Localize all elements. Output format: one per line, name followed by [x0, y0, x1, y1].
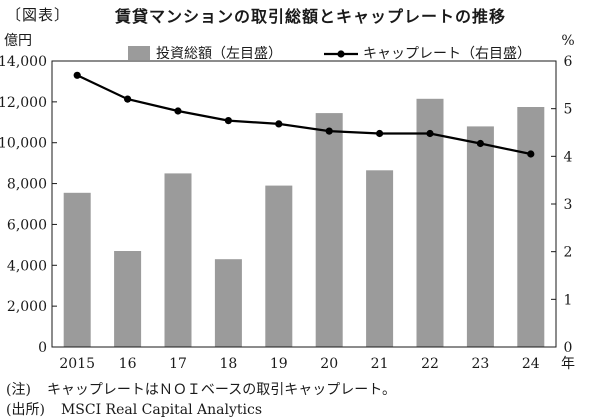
x-tick-label: 17 — [169, 356, 187, 372]
left-tick-label: 4,000 — [7, 258, 47, 274]
x-tick-label: 20 — [320, 356, 338, 372]
bar-23 — [466, 126, 494, 348]
cap-rate-point-21 — [376, 129, 384, 138]
right-tick-label: 3 — [564, 197, 573, 213]
cap-rate-point-18 — [224, 117, 232, 125]
right-tick-label: 2 — [564, 245, 573, 261]
cap-rate-point-23 — [476, 139, 484, 148]
chart-title: 賃貸マンションの取引総額とキャップレートの推移 — [115, 7, 507, 26]
cap-rate-point-24 — [527, 150, 535, 158]
source-label: (出所) — [6, 402, 45, 418]
right-tick-label: 4 — [564, 149, 573, 165]
bar-20 — [315, 113, 343, 347]
note-text: キャップレートはＮＯＩベースの取引キャップレート。 — [46, 382, 396, 398]
right-tick-label: 1 — [564, 292, 573, 308]
cap-rate-line — [76, 74, 532, 156]
legend: 投資総額（左目盛） キャップレート（右目盛） — [128, 46, 531, 62]
cap-rate-point-22 — [426, 129, 434, 138]
cap-rate-point-2015 — [73, 71, 81, 79]
bar-2015 — [63, 192, 91, 347]
x-tick-label: 22 — [421, 356, 439, 372]
bar-19 — [265, 185, 293, 347]
left-tick-label: 14,000 — [0, 54, 47, 70]
x-axis-unit: 年 — [561, 356, 575, 372]
source-text: MSCI Real Capital Analytics — [60, 402, 263, 418]
right-tick-label: 0 — [564, 340, 573, 356]
source: (出所) MSCI Real Capital Analytics — [6, 399, 262, 419]
left-tick-label: 12,000 — [0, 95, 47, 111]
cap-rate-point-16 — [124, 95, 132, 103]
x-tick-label: 21 — [371, 356, 389, 372]
right-tick-label: 5 — [564, 102, 573, 118]
bar-21 — [366, 170, 394, 347]
left-tick-label: 10,000 — [0, 136, 47, 152]
x-tick-label: 18 — [219, 356, 237, 372]
bar-17 — [164, 173, 192, 347]
x-tick-label: 2015 — [59, 356, 95, 372]
cap-rate-point-17 — [174, 107, 182, 115]
note: (注) キャップレートはＮＯＩベースの取引キャップレート。 — [6, 379, 396, 399]
left-tick-label: 2,000 — [7, 299, 47, 315]
chart: 投資総額（左目盛） キャップレート（右目盛） 0 2,000 4,000 6,000 8… — [0, 33, 575, 372]
left-tick-label: 8,000 — [7, 177, 47, 193]
legend-line-label: キャップレート（右目盛） — [363, 46, 531, 62]
legend-bar-label: 投資総額（左目盛） — [156, 46, 282, 62]
figure-label: 〔図表〕 — [6, 6, 71, 24]
bar-16 — [114, 251, 142, 347]
left-axis-unit: 億円 — [4, 33, 32, 49]
bar-22 — [416, 98, 444, 347]
legend-bar-swatch — [128, 46, 150, 60]
cap-rate-point-20 — [325, 127, 333, 135]
bar-18 — [214, 259, 242, 347]
note-label: (注) — [6, 382, 31, 398]
legend-line-marker — [337, 50, 345, 58]
left-tick-label: 0 — [38, 340, 47, 356]
x-tick-label: 23 — [471, 356, 489, 372]
right-axis-unit: % — [561, 33, 574, 49]
right-tick-label: 6 — [564, 54, 573, 70]
x-tick-label: 24 — [522, 356, 540, 372]
x-tick-label: 16 — [119, 356, 137, 372]
cap-rate-point-19 — [275, 120, 283, 128]
x-tick-label: 19 — [270, 356, 288, 372]
left-tick-label: 6,000 — [7, 217, 47, 233]
bar-24 — [517, 107, 545, 347]
